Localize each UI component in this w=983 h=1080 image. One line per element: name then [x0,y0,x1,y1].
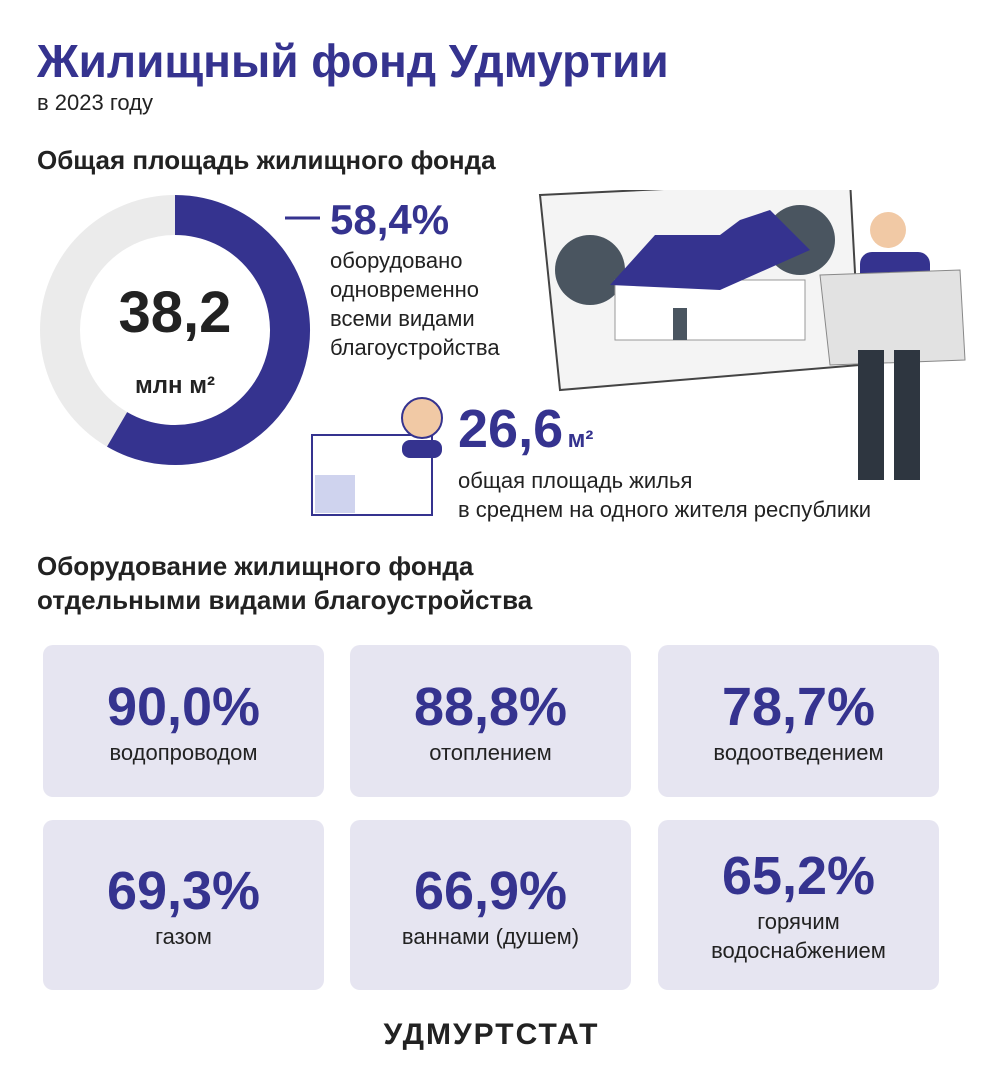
per-capita: 26,6 м² [458,398,593,460]
per-capita-unit: м² [567,426,594,453]
map-held [819,269,966,366]
section-heading: Оборудование жилищного фонда отдельными в… [37,549,532,617]
door [673,308,687,340]
donut-arc [107,195,310,465]
text-line: горячим [757,909,840,934]
text-line: ваннами (душем) [401,923,580,949]
text-line: водоотведением [713,739,884,765]
title: Жилищный фонд Удмуртии [37,35,669,87]
stat-value: 66,9% [413,860,568,921]
text-line: оборудовано [330,248,463,273]
stat-label: отоплением [429,738,552,767]
text-line: газом [155,923,212,949]
stat-card: 66,9% ваннами (душем) [350,820,631,990]
text-line: одновременно [330,277,480,302]
stat-label: газом [155,922,212,951]
text-line: водоснабжением [711,938,886,963]
text-line: в среднем на одного жителя республики [458,497,872,522]
text-line: общая площадь жилья [458,468,693,493]
section-heading: Общая площадь жилищного фонда [37,145,496,175]
stat-value: 88,8% [413,676,568,737]
stat-value: 78,7% [721,676,876,737]
roof [610,210,810,290]
stat-label: ваннами (душем) [402,922,579,951]
text-line: отдельными видами благоустройства [37,585,533,615]
footer: УДМУРТСТАТ [383,1018,600,1051]
share-value: 58,4% [330,196,450,243]
text-line: отоплением [429,739,552,765]
stat-card: 78,7% водоотведением [658,645,939,797]
stat-card: 90,0% водопроводом [43,645,324,797]
subtitle: в 2023 году [37,90,153,115]
stat-card: 69,3% газом [43,820,324,990]
tree [555,235,625,305]
total-unit: млн м² [135,372,215,399]
stat-label: водопроводом [109,738,257,767]
person-leg [894,350,920,480]
text-line: благоустройства [330,335,500,360]
resident-icon [401,397,443,439]
stat-value: 69,3% [106,860,261,921]
stat-label: горячим водоснабжением [711,907,886,965]
stat-card: 88,8% отоплением [350,645,631,797]
person-leg [858,350,884,480]
text-line: водопроводом [109,739,258,765]
share-text: оборудовано одновременно всеми видами благо… [330,246,500,362]
floor-tile [315,475,355,513]
total-value: 38,2 [119,280,232,345]
stat-value: 90,0% [106,676,261,737]
text-line: всеми видами [330,306,475,331]
floor-plan [311,434,433,516]
per-capita-text: общая площадь жилья в среднем на одного ж… [458,466,871,524]
per-capita-value: 26,6 [458,399,564,459]
resident-body [402,440,442,458]
person-head [870,212,906,248]
stat-card: 65,2% горячим водоснабжением [658,820,939,990]
text-line: Оборудование жилищного фонда [37,551,474,581]
house [614,279,806,341]
stat-label: водоотведением [713,738,883,767]
stat-value: 65,2% [721,846,876,906]
illustrations: 38,2 млн м² [40,190,966,516]
